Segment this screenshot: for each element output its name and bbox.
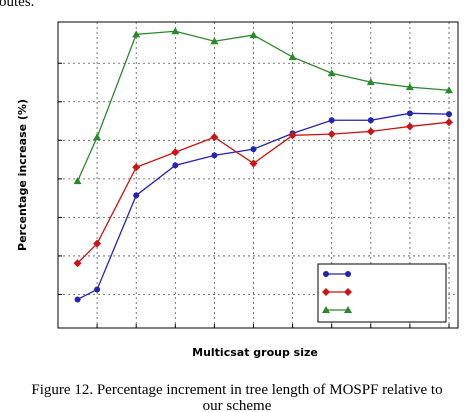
marker [327, 130, 336, 139]
marker [366, 78, 375, 86]
marker [171, 148, 180, 157]
marker [211, 152, 218, 159]
marker [249, 159, 258, 168]
marker [322, 288, 330, 296]
marker [327, 69, 336, 77]
marker [250, 146, 257, 153]
marker [445, 118, 454, 127]
x-axis-label: Multicsat group size [192, 346, 318, 359]
legend-box [317, 263, 447, 323]
marker [445, 86, 454, 94]
marker [366, 127, 375, 136]
y-axis-label: Percentage increase (%) [16, 99, 29, 251]
marker [93, 133, 102, 141]
marker [405, 83, 414, 91]
marker [367, 117, 374, 124]
series-line [76, 30, 450, 182]
marker [172, 162, 179, 169]
marker [406, 110, 413, 117]
marker [132, 30, 141, 38]
marker [344, 306, 352, 313]
caption-line: our scheme [203, 398, 272, 412]
marker [446, 111, 453, 118]
marker [94, 286, 101, 293]
marker [93, 239, 102, 248]
marker [288, 53, 297, 61]
text-fragment: routes. [0, 0, 34, 10]
marker [210, 37, 219, 45]
marker [288, 131, 297, 140]
marker [210, 133, 219, 142]
marker [323, 271, 329, 277]
marker [322, 306, 330, 313]
marker [249, 31, 258, 39]
marker [73, 259, 82, 268]
marker [74, 296, 81, 303]
marker [405, 122, 414, 131]
marker [344, 288, 352, 296]
caption-line: Figure 12. Percentage increment in tree … [31, 382, 442, 398]
marker [171, 27, 180, 35]
marker [345, 271, 351, 277]
marker [73, 177, 82, 185]
marker [328, 117, 335, 124]
marker [133, 192, 140, 199]
series-line [77, 121, 450, 264]
plot-frame [57, 21, 459, 329]
marker [132, 163, 141, 172]
